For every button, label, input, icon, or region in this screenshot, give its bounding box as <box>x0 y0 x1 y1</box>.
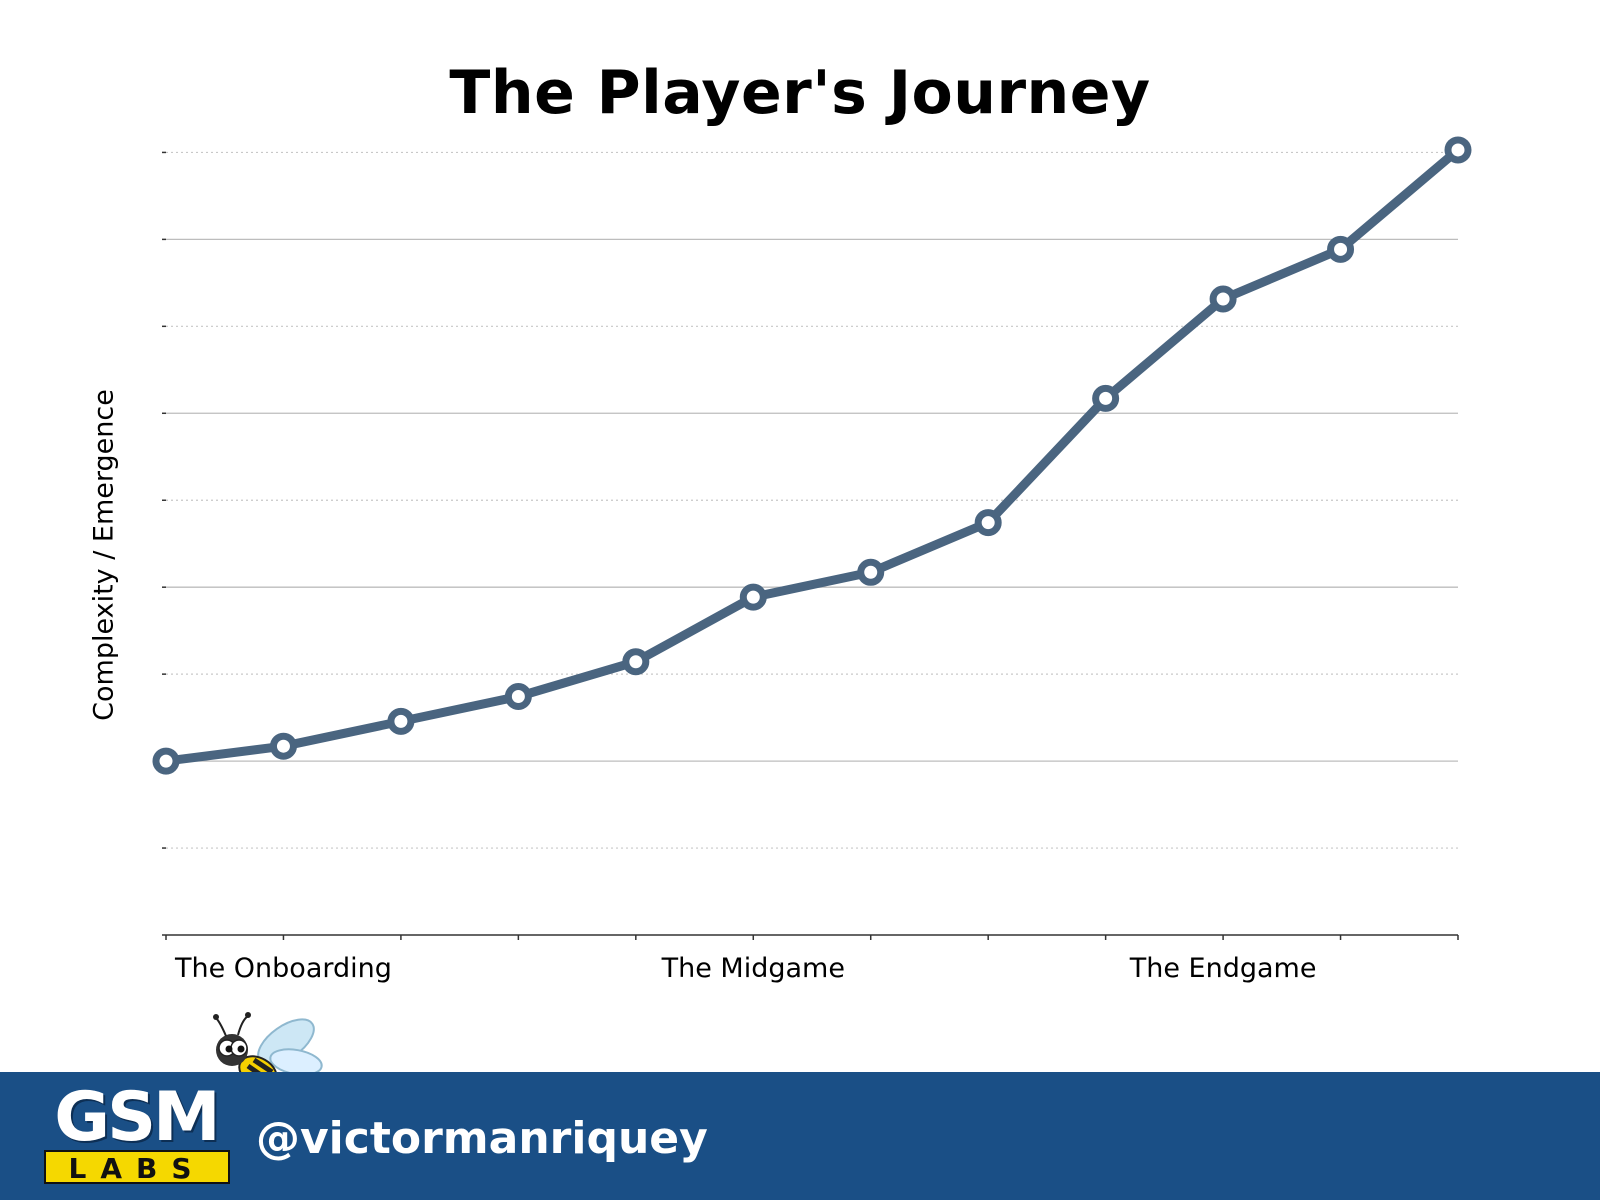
data-point <box>857 558 885 586</box>
data-point <box>622 648 650 676</box>
x-tick-label: The Endgame <box>1129 953 1317 984</box>
data-point <box>152 747 180 775</box>
series-layer <box>152 136 1472 775</box>
y-axis-label: Complexity / Emergence <box>88 389 120 721</box>
data-point <box>504 683 532 710</box>
x-tick-label: The Midgame <box>661 953 845 984</box>
grid-layer <box>162 151 1458 849</box>
series-line <box>161 145 1463 766</box>
data-point <box>1327 235 1355 263</box>
x-axis <box>162 934 1459 940</box>
chart-plot <box>152 136 1472 940</box>
data-point <box>739 583 767 611</box>
chart-title: The Player's Journey <box>449 58 1151 128</box>
data-point <box>269 732 297 760</box>
data-point <box>387 707 415 735</box>
logo-labs-text: LABS <box>44 1150 230 1185</box>
x-tick-label: The Onboarding <box>175 953 392 984</box>
logo-gsm-text: GSM <box>54 1078 220 1157</box>
gsm-labs-logo: GSM LABS <box>40 1078 232 1185</box>
data-point <box>1444 136 1472 164</box>
data-point <box>1092 384 1120 412</box>
twitter-handle: @victormanriquey <box>256 1113 708 1164</box>
data-point <box>974 509 1002 537</box>
data-point <box>1209 285 1237 313</box>
footer-banner <box>0 1072 1600 1200</box>
